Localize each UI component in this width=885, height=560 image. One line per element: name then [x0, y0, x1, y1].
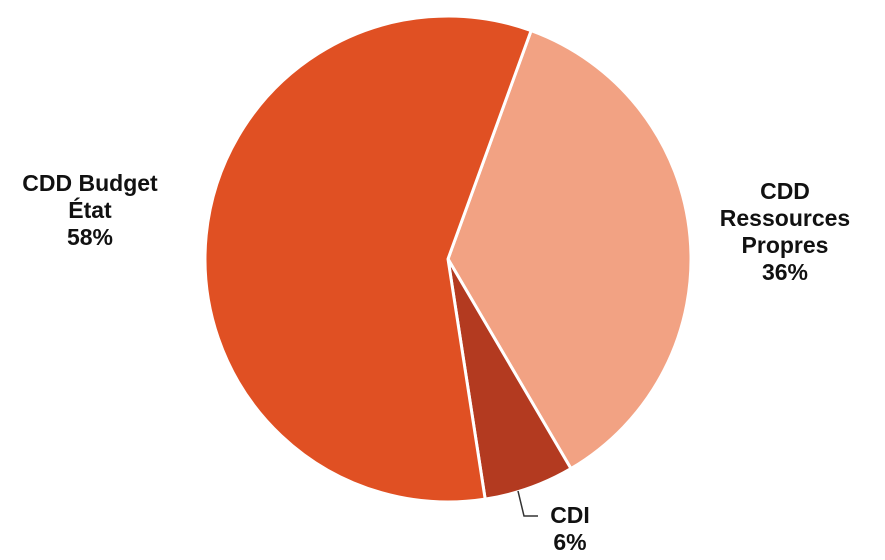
- label-cdd-ressources-propres: CDD Ressources Propres 36%: [705, 178, 865, 286]
- label-cdd-ressources-line1: CDD: [760, 178, 810, 204]
- label-cdd-ressources-line3: Propres: [741, 232, 829, 258]
- pie-slices: [203, 14, 693, 504]
- label-cdd-ressources-value: 36%: [761, 259, 809, 285]
- label-cdi: CDI 6%: [530, 502, 610, 556]
- label-cdd-budget-etat-line2: État: [68, 197, 112, 223]
- label-cdd-budget-etat-value: 58%: [66, 224, 114, 250]
- label-cdi-line1: CDI: [550, 502, 590, 528]
- label-cdd-budget-etat-line1: CDD Budget: [22, 170, 158, 196]
- label-cdd-ressources-line2: Ressources: [719, 205, 851, 231]
- cdi-leader-line: [517, 490, 538, 517]
- label-cdi-value: 6%: [553, 529, 587, 555]
- label-cdd-budget-etat: CDD Budget État 58%: [10, 170, 170, 251]
- pie-slice-cdd-budget-etat: [203, 14, 533, 504]
- pie-slice-cdd-ressources-propres: [446, 29, 693, 471]
